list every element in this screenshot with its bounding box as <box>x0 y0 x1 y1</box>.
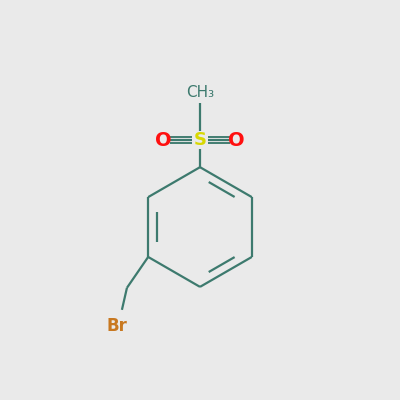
Text: Br: Br <box>107 317 128 335</box>
Text: O: O <box>155 131 172 150</box>
Text: S: S <box>194 131 206 149</box>
Text: CH₃: CH₃ <box>186 85 214 100</box>
Text: O: O <box>228 131 245 150</box>
